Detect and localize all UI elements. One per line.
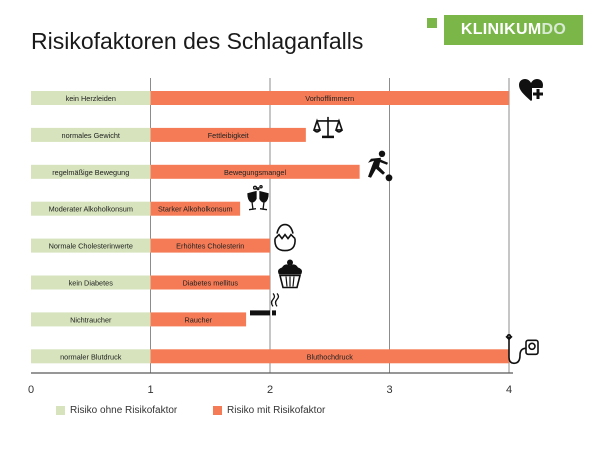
bar-label-baseline: regelmäßige Bewegung xyxy=(52,168,129,177)
x-tick-label: 1 xyxy=(147,384,153,396)
x-tick-label: 2 xyxy=(267,384,273,396)
bar-risk xyxy=(150,91,509,105)
bar-risk xyxy=(150,201,241,216)
bar-risk xyxy=(150,164,360,179)
bar-baseline xyxy=(31,164,151,179)
bar-baseline xyxy=(31,312,151,327)
chart-title: Risikofaktoren des Schlaganfalls xyxy=(31,28,364,54)
bar-label-risk: Vorhofflimmern xyxy=(305,94,354,103)
bar-label-baseline: normales Gewicht xyxy=(62,131,120,140)
egg-icon xyxy=(274,223,296,252)
klinikum-do-logo: KLINIKUM DO xyxy=(427,15,583,45)
bar-risk xyxy=(150,312,247,327)
x-tick-label: 0 xyxy=(28,384,34,396)
logo-square xyxy=(427,18,437,28)
cupcake-icon xyxy=(278,259,302,289)
bar-label-baseline: Nichtraucher xyxy=(70,315,112,324)
bar-label-baseline: kein Diabetes xyxy=(69,279,114,288)
logo-text-accent: DO xyxy=(541,21,567,38)
legend-label-risk: Risiko mit Risikofaktor xyxy=(227,405,326,416)
soccer-player-icon xyxy=(368,150,393,182)
x-tick-label: 3 xyxy=(386,384,392,396)
scale-icon xyxy=(312,116,344,139)
bar-label-risk: Erhöhtes Cholesterin xyxy=(176,242,244,251)
bar-risk xyxy=(150,127,306,142)
bar-label-risk: Raucher xyxy=(185,315,213,324)
bar-baseline xyxy=(31,275,151,290)
legend-label-baseline: Risiko ohne Risikofaktor xyxy=(70,405,178,416)
bar-risk xyxy=(150,275,270,290)
logo-box: KLINIKUM DO xyxy=(444,15,583,45)
cigarette-icon xyxy=(250,292,280,316)
bar-label-baseline: normaler Blutdruck xyxy=(60,352,122,361)
bar-baseline xyxy=(31,127,151,142)
bar-baseline xyxy=(31,238,151,253)
legend-swatch-risk xyxy=(213,406,222,415)
bar-label-baseline: kein Herzleiden xyxy=(66,94,116,103)
bar-label-risk: Starker Alkoholkonsum xyxy=(158,205,233,214)
bar-risk xyxy=(150,349,509,364)
legend-item-risk: Risiko mit Risikofaktor xyxy=(213,405,325,416)
bar-label-risk: Bluthochdruck xyxy=(307,352,354,361)
bar-baseline xyxy=(31,91,151,105)
bar-baseline xyxy=(31,201,151,216)
bar-label-risk: Diabetes mellitus xyxy=(182,279,238,288)
x-tick-label: 4 xyxy=(506,384,512,396)
legend-item-baseline: Risiko ohne Risikofaktor xyxy=(56,405,177,416)
wine-glasses-icon xyxy=(247,184,269,211)
bar-baseline xyxy=(31,349,151,364)
legend-swatch-baseline xyxy=(56,406,65,415)
blood-pressure-monitor-icon xyxy=(505,333,539,365)
heart-icon xyxy=(519,79,544,101)
bar-label-baseline: Moderater Alkoholkonsum xyxy=(49,205,133,214)
bar-risk xyxy=(150,238,270,253)
logo-text-main: KLINIKUM xyxy=(460,21,542,38)
bar-label-risk: Bewegungsmangel xyxy=(224,168,286,177)
bar-label-risk: Fettleibigkeit xyxy=(208,131,249,140)
bar-label-baseline: Normale Cholesterinwerte xyxy=(49,242,133,251)
